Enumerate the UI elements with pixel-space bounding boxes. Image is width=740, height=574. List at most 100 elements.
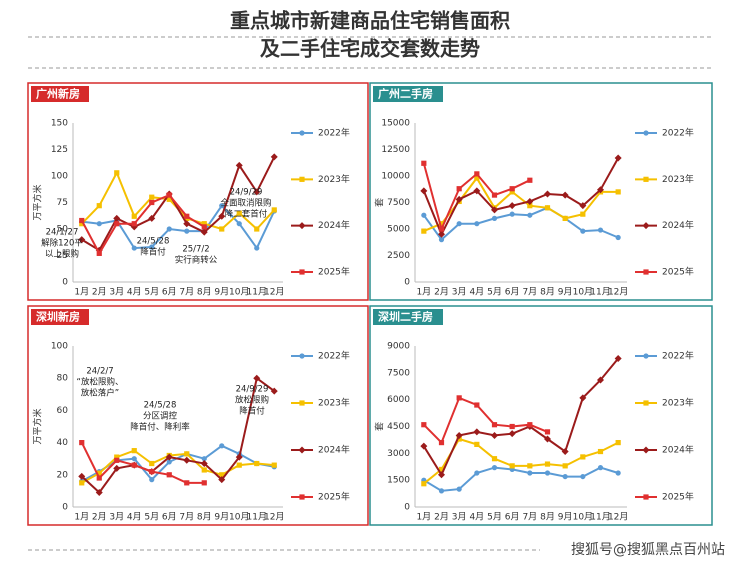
x-tick-label: 2月 xyxy=(92,287,107,298)
point xyxy=(271,207,277,213)
y-axis-label: 万平方米 xyxy=(32,408,44,444)
point xyxy=(420,442,428,450)
point xyxy=(219,472,225,478)
annotation: 解除120平 xyxy=(41,238,83,249)
y-tick-label: 0 xyxy=(62,278,68,288)
y-tick-label: 5000 xyxy=(387,225,410,235)
point xyxy=(456,221,462,227)
series-line xyxy=(422,157,620,237)
legend-label: 2024年 xyxy=(662,444,694,456)
y-tick-label: 2500 xyxy=(387,251,410,261)
legend-marker xyxy=(299,176,305,182)
panel-tag xyxy=(31,86,89,102)
point xyxy=(131,462,137,468)
point xyxy=(96,475,102,481)
x-tick-label: 5月 xyxy=(144,287,159,298)
x-tick-label: 12月 xyxy=(264,287,284,298)
point xyxy=(200,460,208,468)
point xyxy=(166,472,172,478)
point xyxy=(131,221,137,227)
point xyxy=(456,486,462,492)
panel-tag xyxy=(373,86,443,102)
y-tick-label: 40 xyxy=(57,438,69,448)
x-tick-label: 8月 xyxy=(540,287,555,298)
x-tick-label: 4月 xyxy=(469,512,484,523)
point xyxy=(544,205,551,211)
point xyxy=(527,470,533,476)
x-tick-label: 12月 xyxy=(608,512,628,523)
legend-label: 2022年 xyxy=(318,350,350,362)
annotation: 降首付 xyxy=(239,406,265,417)
point xyxy=(421,228,427,234)
point xyxy=(148,214,156,222)
series-line xyxy=(423,437,619,485)
point xyxy=(509,186,515,192)
x-tick-label: 11月 xyxy=(590,287,610,298)
x-tick-label: 7月 xyxy=(522,287,537,298)
y-tick-label: 3000 xyxy=(387,449,410,459)
point xyxy=(597,448,604,455)
series-line xyxy=(80,442,205,484)
point xyxy=(184,213,190,219)
series-line xyxy=(81,376,275,494)
annotation: 24/5/28 xyxy=(137,237,170,247)
point xyxy=(491,431,498,439)
point xyxy=(236,221,242,227)
point xyxy=(491,465,498,471)
point xyxy=(491,206,498,214)
point xyxy=(474,441,480,447)
annotation: 降首付 xyxy=(140,247,166,258)
y-tick-label: 50 xyxy=(57,225,69,235)
x-tick-label: 1月 xyxy=(416,287,431,298)
point xyxy=(96,470,102,476)
x-tick-label: 11月 xyxy=(247,287,267,298)
x-tick-label: 7月 xyxy=(179,287,194,298)
series-line xyxy=(80,193,205,256)
y-tick-label: 125 xyxy=(51,145,68,155)
title-line: 及二手住宅成交套数走势 xyxy=(260,37,480,61)
point xyxy=(166,226,172,232)
point xyxy=(561,448,569,456)
y-tick-label: 15000 xyxy=(381,119,410,129)
point xyxy=(271,462,277,468)
legend-label: 2023年 xyxy=(662,397,694,409)
panel-border xyxy=(27,82,369,301)
point xyxy=(473,428,481,436)
point xyxy=(149,244,155,250)
point xyxy=(114,221,120,227)
y-axis-label: 套 xyxy=(374,422,386,431)
point xyxy=(96,250,102,256)
point xyxy=(438,466,445,473)
point xyxy=(474,221,480,227)
y-tick-label: 6000 xyxy=(387,395,410,405)
series-line xyxy=(81,449,275,484)
point xyxy=(438,237,445,243)
x-tick-label: 2月 xyxy=(434,287,449,298)
point xyxy=(597,376,604,384)
x-tick-label: 5月 xyxy=(487,512,502,523)
point xyxy=(491,215,498,221)
legend-marker xyxy=(299,400,305,406)
x-tick-label: 9月 xyxy=(214,287,229,298)
x-tick-label: 6月 xyxy=(162,287,177,298)
legend-marker xyxy=(642,222,650,230)
point xyxy=(131,456,137,462)
point xyxy=(79,440,85,446)
panel-title: 深圳二手房 xyxy=(378,310,433,324)
y-tick-label: 0 xyxy=(404,503,410,513)
point xyxy=(527,203,533,209)
point xyxy=(509,423,515,430)
point xyxy=(491,422,498,428)
x-tick-label: 2月 xyxy=(92,512,107,523)
point xyxy=(421,160,427,166)
point xyxy=(79,480,85,486)
point xyxy=(544,470,551,476)
point xyxy=(78,472,86,480)
point xyxy=(562,473,568,480)
point xyxy=(597,186,604,194)
annotation: “放松限购、 xyxy=(77,377,124,388)
annotation: 放松落户” xyxy=(81,388,119,399)
point xyxy=(149,194,155,200)
point xyxy=(131,213,137,219)
x-tick-label: 6月 xyxy=(505,287,520,298)
